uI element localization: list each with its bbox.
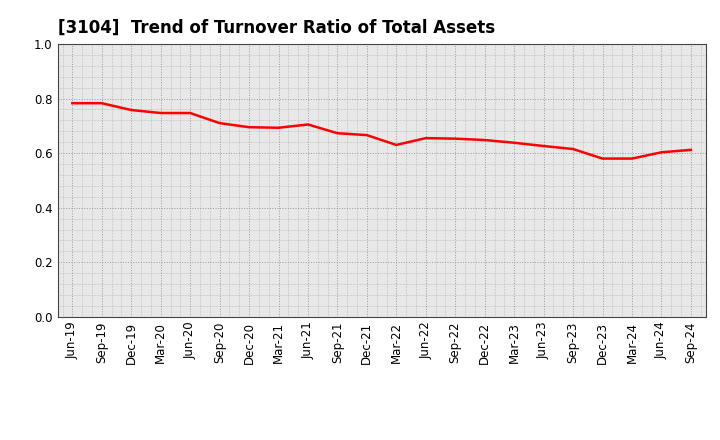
Text: [3104]  Trend of Turnover Ratio of Total Assets: [3104] Trend of Turnover Ratio of Total … — [58, 19, 495, 37]
